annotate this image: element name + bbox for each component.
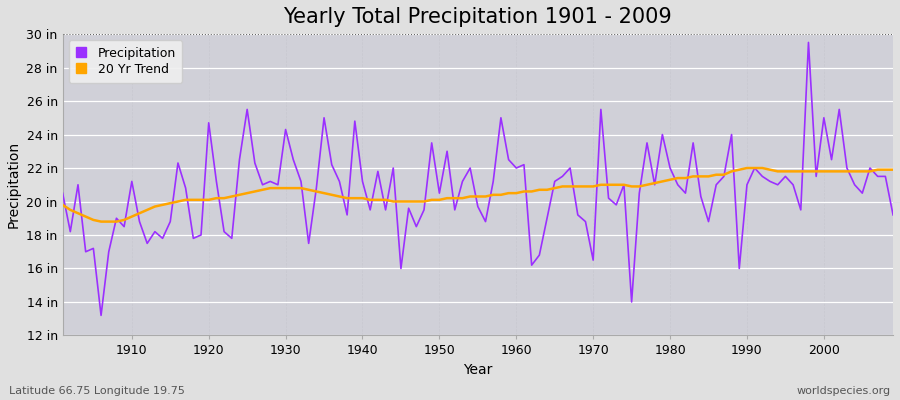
Title: Yearly Total Precipitation 1901 - 2009: Yearly Total Precipitation 1901 - 2009 (284, 7, 672, 27)
X-axis label: Year: Year (464, 363, 492, 377)
Y-axis label: Precipitation: Precipitation (7, 141, 21, 228)
Text: worldspecies.org: worldspecies.org (796, 386, 891, 396)
Legend: Precipitation, 20 Yr Trend: Precipitation, 20 Yr Trend (69, 40, 182, 82)
Text: Latitude 66.75 Longitude 19.75: Latitude 66.75 Longitude 19.75 (9, 386, 184, 396)
